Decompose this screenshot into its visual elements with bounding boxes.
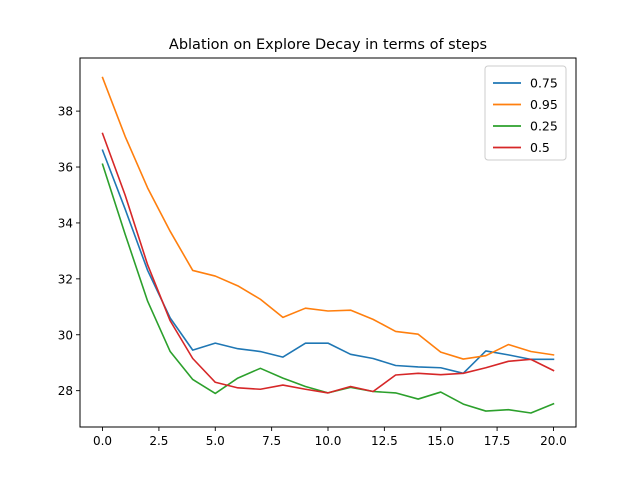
- x-tick-label: 0.0: [93, 434, 112, 448]
- legend-box: [484, 65, 567, 161]
- x-tick-label: 12.5: [371, 434, 398, 448]
- series-line-0-25: [101, 163, 555, 414]
- x-tick-label: 5.0: [206, 434, 225, 448]
- legend-label: 0.25: [530, 119, 558, 134]
- series-line-0-5: [101, 132, 555, 394]
- y-tick-label: 36: [58, 161, 73, 175]
- x-tick-label: 15.0: [427, 434, 454, 448]
- x-tick-label: 2.5: [149, 434, 168, 448]
- legend-label: 0.95: [530, 97, 558, 112]
- y-tick-label: 38: [58, 105, 73, 119]
- series-line-0-75: [101, 149, 555, 375]
- x-tick-label: 10.0: [315, 434, 342, 448]
- legend: 0.75 0.95 0.25 0.5: [484, 65, 567, 161]
- x-axis: 0.0 2.5 5.0 7.5 10.0 12.5 15.0 17.5 20.0: [93, 427, 567, 448]
- y-tick-label: 30: [58, 328, 73, 342]
- x-tick-label: 7.5: [262, 434, 281, 448]
- legend-label: 0.5: [530, 140, 550, 155]
- legend-label: 0.75: [530, 76, 558, 91]
- y-axis: 28 30 32 34 36 38: [58, 105, 80, 398]
- y-tick-label: 34: [58, 216, 73, 230]
- y-tick-label: 32: [58, 272, 73, 286]
- y-tick-label: 28: [58, 384, 73, 398]
- series-lines: [101, 76, 555, 414]
- chart-title: Ablation on Explore Decay in terms of st…: [169, 37, 487, 53]
- x-tick-label: 17.5: [484, 434, 511, 448]
- x-tick-label: 20.0: [540, 434, 567, 448]
- series-line-0-95: [101, 76, 555, 360]
